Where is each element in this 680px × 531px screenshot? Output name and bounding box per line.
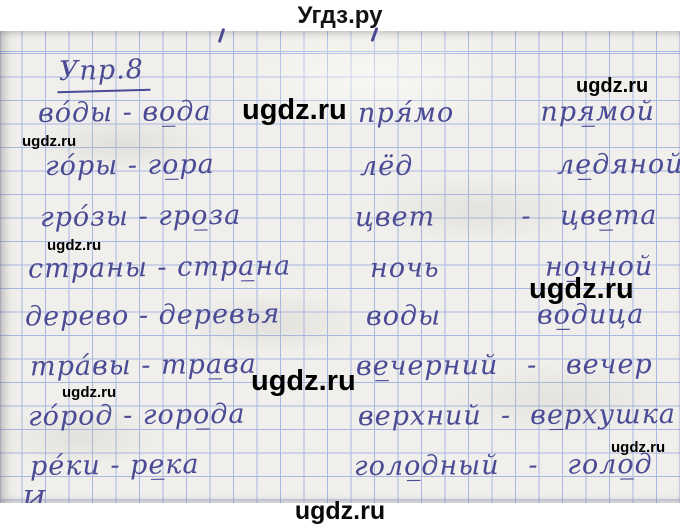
word-pair-right: пря́мо пря̲мой xyxy=(357,95,656,130)
notebook-page: Упр.8 во́ды - во̲да пря́мо пря̲мой го́ры… xyxy=(0,31,680,503)
word-pair-right: лёд ле̲дяной xyxy=(359,148,680,183)
watermark: ugdz.ru xyxy=(62,384,117,401)
word-pair-left: го́ры - го̲ра xyxy=(44,148,215,183)
footer-site-url: ugdz.ru xyxy=(294,497,386,525)
word-pair-left: тра́вы - тра̲ва xyxy=(29,348,257,383)
word-pair-left: страны - стра̲на xyxy=(27,250,292,285)
word-pair-right: ве̲черний - вечер xyxy=(355,348,653,383)
word-pair-right: голо̲дный - голо̲д xyxy=(353,448,653,483)
word-pair-left: ре́ки - ре̲ка xyxy=(29,448,200,483)
watermark: ugdz.ru xyxy=(611,439,666,456)
watermark: ugdz.ru xyxy=(576,75,649,97)
partial-next-line: И xyxy=(22,486,47,503)
word-pair-right: верхний - ве̲рхушка xyxy=(357,398,676,433)
site-title: Угдз.ру xyxy=(297,2,383,29)
watermark: ugdz.ru xyxy=(242,94,347,126)
watermark: ugdz.ru xyxy=(529,273,634,305)
watermark: ugdz.ru xyxy=(47,237,102,254)
word-pair-left: дерево - деревья xyxy=(24,298,281,333)
word-pair-left: го́род - горо̲да xyxy=(27,398,246,433)
word-pair-right: цвет - цве̲та xyxy=(354,199,658,234)
watermark: ugdz.ru xyxy=(22,133,77,150)
word-pair-left: гро́зы - гро̲за xyxy=(39,199,242,234)
watermark: ugdz.ru xyxy=(251,365,356,397)
exercise-title: Упр.8 xyxy=(56,53,151,94)
word-pair-left: во́ды - во̲да xyxy=(37,95,212,130)
